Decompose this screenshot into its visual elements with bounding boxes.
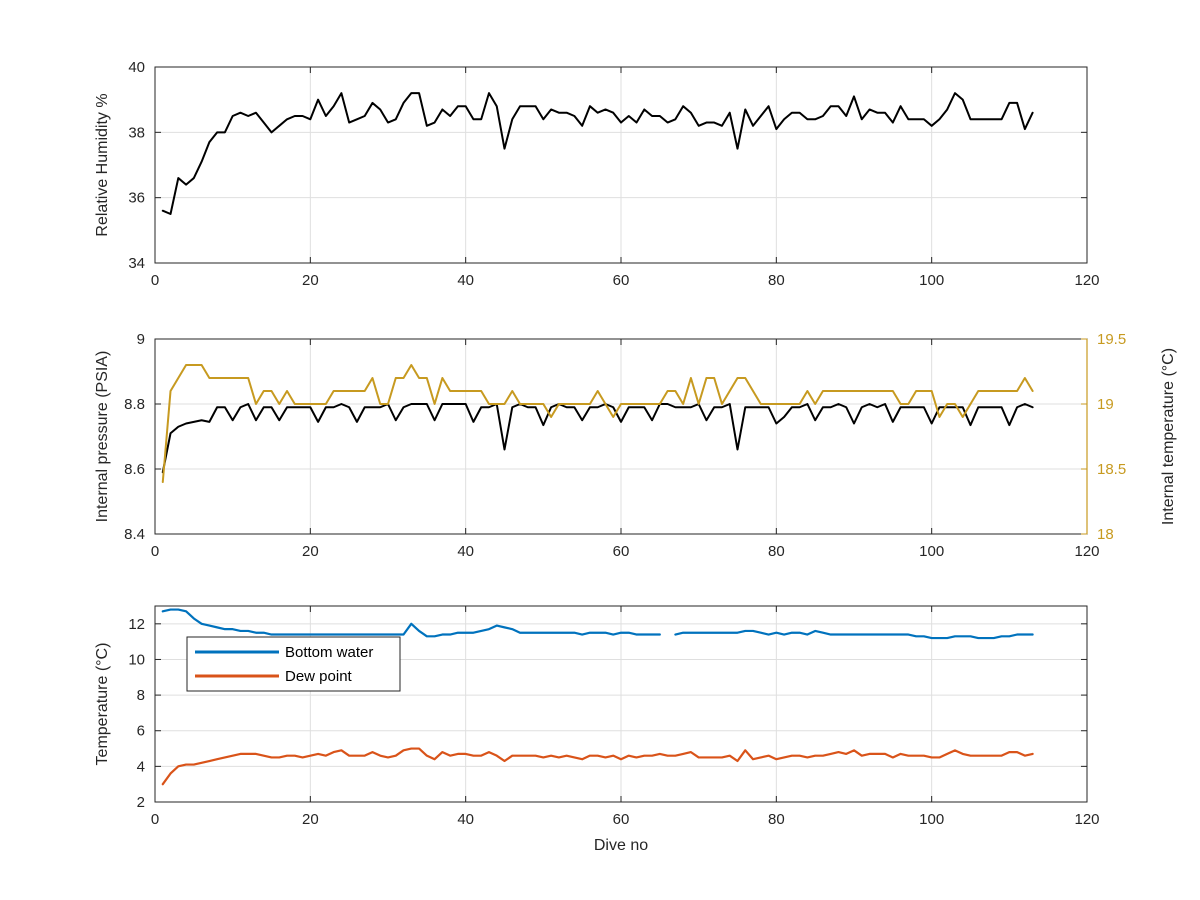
y-tick-label: 8.8: [124, 396, 145, 413]
y2-tick-label: 18.5: [1097, 461, 1126, 478]
x-tick-label: 0: [151, 811, 159, 828]
series-line-dew-point: [161, 747, 1034, 786]
y-tick-label: 36: [128, 190, 145, 207]
y-tick-label: 38: [128, 124, 145, 141]
x-tick-label: 120: [1074, 811, 1099, 828]
x-tick-label: 20: [302, 543, 319, 560]
temperature-panel: 0 20 40 60 80 100 120 2 4 6 8 10 12 Temperature (°C) D…: [94, 605, 1100, 854]
x-tick-label: 100: [919, 811, 944, 828]
y-tick-label: 4: [137, 758, 145, 775]
x-tick-label: 40: [457, 811, 474, 828]
y-axis-title: Temperature (°C): [94, 643, 111, 766]
x-tick-label: 0: [151, 272, 159, 289]
x-tick-label: 100: [919, 272, 944, 289]
legend: Bottom water Dew point: [186, 636, 401, 692]
y-tick-label: 8.6: [124, 461, 145, 478]
x-tick-label: 100: [919, 543, 944, 560]
x-tick-label: 40: [457, 272, 474, 289]
x-tick-label: 20: [302, 272, 319, 289]
x-tick-label: 60: [613, 272, 630, 289]
x-tick-label: 60: [613, 811, 630, 828]
x-tick-label: 0: [151, 543, 159, 560]
humidity-panel: 0 20 40 60 80 100 120 34 36 38 40 Relative Humidity…: [94, 59, 1100, 289]
y-tick-label: 40: [128, 59, 145, 76]
x-tick-label: 120: [1074, 543, 1099, 560]
pressure-temperature-panel: 0 20 40 60 80 100 120 8.4 8.6 8.8 9 18 18.5 19 19.5 Int…: [94, 331, 1177, 560]
y-tick-label: 34: [128, 255, 145, 272]
y-tick-label: 8.4: [124, 526, 145, 543]
x-tick-label: 80: [768, 811, 785, 828]
y2-axis-title: Internal temperature (°C): [1160, 348, 1177, 525]
series-line-bottom-water: [161, 608, 1034, 640]
legend-label: Dew point: [285, 668, 353, 685]
series-line-0: [161, 92, 1034, 215]
y-tick-label: 12: [128, 616, 145, 633]
legend-box: [186, 636, 401, 692]
y-tick-label: 9: [137, 331, 145, 348]
x-tick-label: 80: [768, 272, 785, 289]
y2-tick-label: 19.5: [1097, 331, 1126, 348]
y-tick-label: 6: [137, 723, 145, 740]
y2-tick-label: 19: [1097, 396, 1114, 413]
x-axis-title: Dive no: [594, 837, 648, 854]
x-tick-label: 60: [613, 543, 630, 560]
y-tick-label: 2: [137, 794, 145, 811]
x-tick-label: 120: [1074, 272, 1099, 289]
x-tick-label: 20: [302, 811, 319, 828]
y-axis-title: Internal pressure (PSIA): [94, 351, 111, 523]
y-axis-title: Relative Humidity %: [94, 93, 111, 236]
y-tick-label: 10: [128, 651, 145, 668]
series-line-1: [161, 364, 1034, 483]
x-tick-label: 40: [457, 543, 474, 560]
series-line-0: [161, 403, 1034, 474]
y-tick-label: 8: [137, 687, 145, 704]
legend-label: Bottom water: [285, 644, 373, 661]
y2-tick-label: 18: [1097, 526, 1114, 543]
x-tick-label: 80: [768, 543, 785, 560]
